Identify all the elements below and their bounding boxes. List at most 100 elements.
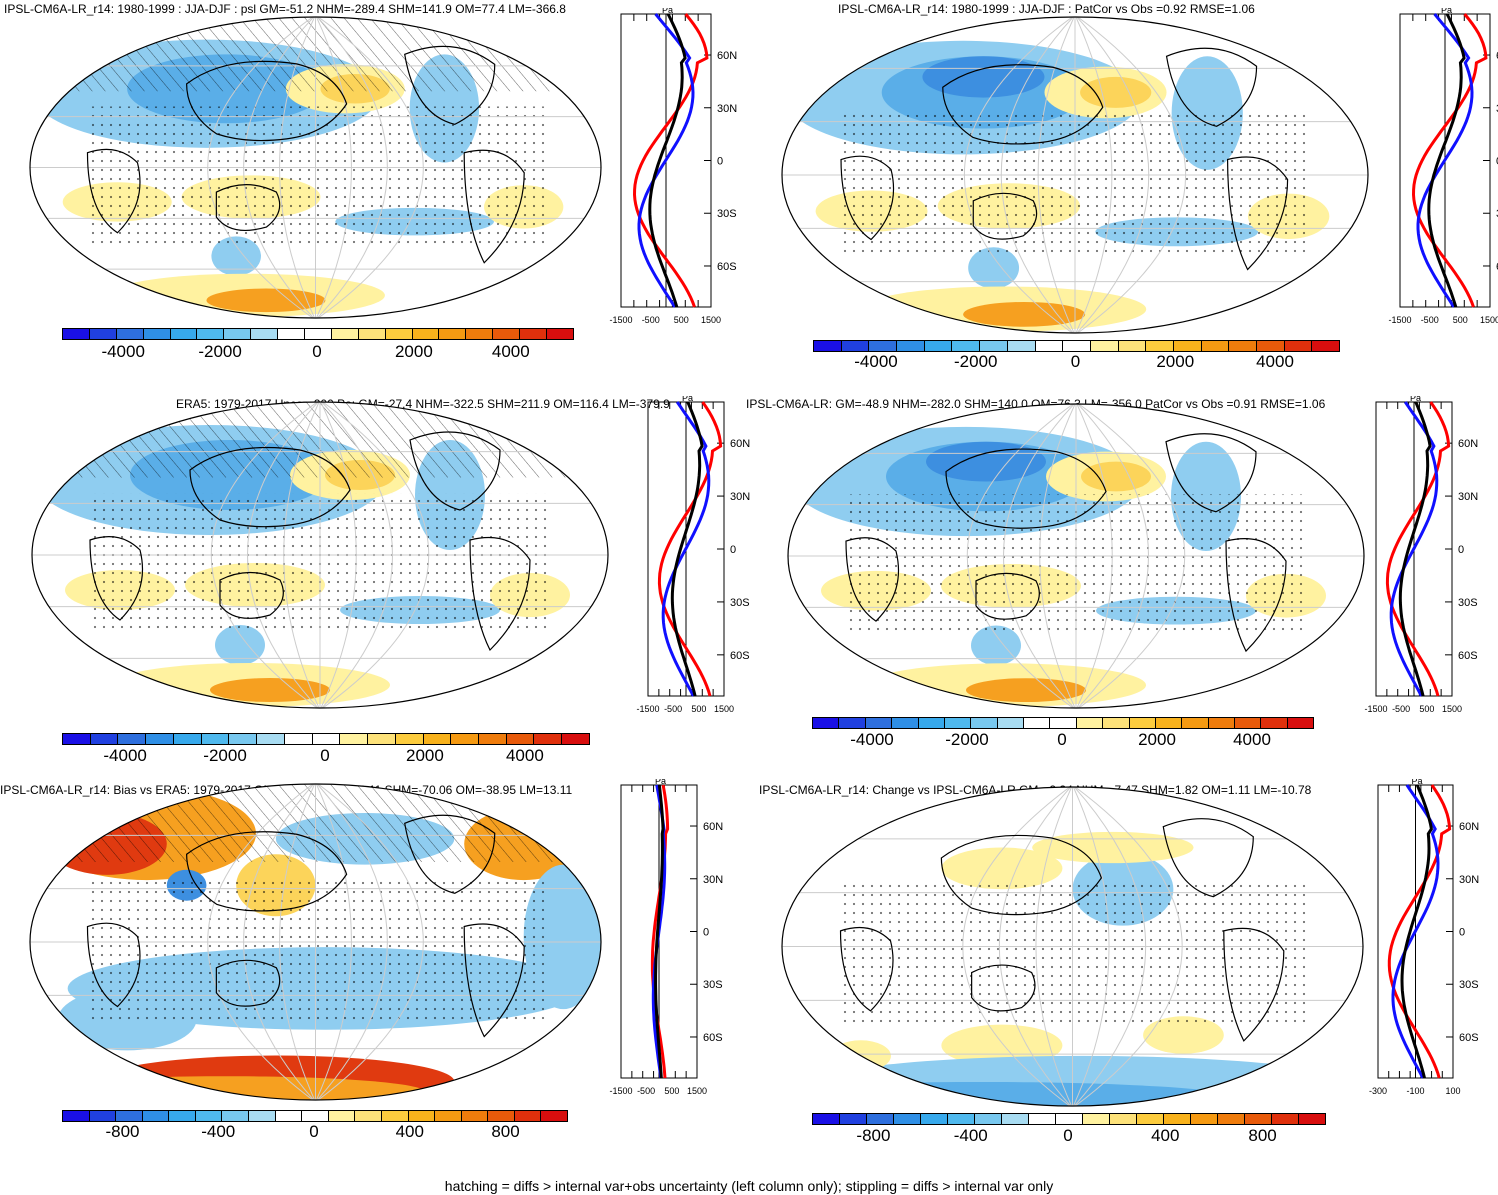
x-tick-label: -1500 (609, 1086, 632, 1096)
x-tick-label: 500 (1419, 704, 1434, 714)
panel-title: IPSL-CM6A-LR_r14: 1980-1999 : JJA-DJF : … (838, 2, 1255, 16)
x-tick-label: -500 (642, 315, 660, 325)
profile-curve-black (670, 401, 704, 697)
colorbar (62, 1110, 568, 1122)
colorbar-label: -2000 (203, 746, 247, 765)
colorbar-swatch (249, 1111, 276, 1121)
colorbar-swatch (867, 1114, 894, 1124)
colorbar-swatch (63, 734, 91, 744)
pressure-anomaly-region (210, 678, 330, 702)
colorbar-label: 4000 (1256, 352, 1294, 371)
colorbar-swatch (1257, 341, 1285, 351)
colorbar-swatch (143, 329, 171, 339)
colorbar-swatch (952, 341, 981, 351)
x-tick-label: -500 (664, 704, 682, 714)
pressure-anomaly-region (941, 847, 1063, 890)
colorbar (62, 733, 590, 745)
pressure-anomaly-region (966, 678, 1086, 703)
zonal-mean-profile: Pa 60N 30N 0 30S 60S -1500 -500 500 1500 (636, 396, 750, 714)
latitude-label: 30N (730, 491, 750, 503)
world-map (29, 16, 602, 319)
coastline (975, 572, 1040, 620)
x-tick-label: 1500 (701, 315, 721, 325)
colorbar-label: 800 (1248, 1126, 1277, 1145)
colorbar-swatch (275, 1111, 303, 1121)
colorbar-label: 0 (1057, 730, 1067, 749)
coastline (469, 536, 531, 652)
latitude-label: 30S (730, 597, 750, 609)
zonal-mean-profile: Pa 60N 30N 0 30S 60S -1500 -500 500 1500 (609, 8, 737, 325)
colorbar-swatch (1299, 1114, 1325, 1124)
colorbar-swatch (1056, 1114, 1083, 1124)
latitude-label: 0 (1458, 544, 1464, 556)
world-map (787, 403, 1365, 709)
colorbar-label: 0 (312, 342, 322, 361)
colorbar-swatch (1201, 341, 1230, 351)
profile-curve-black (1427, 13, 1466, 308)
colorbar-swatch (1035, 341, 1064, 351)
colorbar-swatch (169, 1111, 196, 1121)
colorbar-swatch (971, 718, 998, 728)
colorbar-swatch (423, 734, 452, 744)
colorbar-swatch (385, 329, 413, 339)
colorbar-label: 0 (1070, 352, 1081, 371)
x-tick-label: -1500 (1364, 704, 1387, 714)
world-map (29, 783, 602, 1101)
unit-label: Pa (1441, 8, 1452, 15)
coastline (189, 446, 351, 528)
colorbar-swatch (921, 1114, 948, 1124)
colorbar-swatch (1261, 718, 1288, 728)
pressure-anomaly-region (968, 247, 1020, 289)
latitude-label: 60N (730, 438, 750, 450)
world-map (31, 401, 609, 709)
colorbar-swatch (328, 1111, 356, 1121)
colorbar-swatch (1083, 1114, 1110, 1124)
profile-curve-black (1400, 784, 1433, 1079)
colorbar-label: 2000 (394, 342, 433, 361)
colorbar-swatch (1191, 1114, 1218, 1124)
colorbar-swatch (381, 1111, 409, 1121)
colorbar-swatch (278, 329, 306, 339)
colorbar-swatch (395, 734, 424, 744)
latitude-label: 30N (717, 103, 737, 115)
colorbar-label: 800 (491, 1122, 520, 1141)
coastline (215, 959, 281, 1007)
colorbar-swatch (302, 1111, 329, 1121)
colorbar-swatch (1137, 1114, 1164, 1124)
profile-curve-black (1398, 401, 1432, 697)
x-tick-label: -500 (1392, 704, 1410, 714)
profile-curve-blue (1416, 13, 1474, 308)
colorbar-swatch (520, 329, 548, 339)
latitude-label: 30S (703, 979, 723, 991)
colorbar-swatch (1076, 718, 1104, 728)
colorbar-swatch (562, 734, 589, 744)
coastline (1165, 433, 1257, 513)
colorbar (813, 340, 1340, 352)
colorbar-swatch (493, 329, 521, 339)
latitude-label: 60S (1459, 1032, 1479, 1044)
colorbar-swatch (412, 329, 440, 339)
coastline (840, 155, 895, 241)
latitude-label: 60S (703, 1032, 723, 1044)
x-tick-label: 500 (674, 315, 689, 325)
colorbar-swatch (368, 734, 396, 744)
colorbar-label: 400 (395, 1122, 424, 1141)
colorbar-label: -2000 (954, 352, 998, 371)
colorbar-label: -4000 (101, 342, 145, 361)
coastline (1226, 156, 1289, 271)
colorbar-swatch (1090, 341, 1119, 351)
colorbar-swatch (63, 329, 90, 339)
colorbar-swatch (195, 1111, 223, 1121)
latitude-label: 30S (717, 208, 737, 220)
colorbar-swatch (506, 734, 535, 744)
colorbar-label: 4000 (505, 746, 544, 765)
latitude-label: 30S (1458, 597, 1478, 609)
colorbar-swatch (980, 341, 1008, 351)
coastline (845, 537, 900, 622)
coastline (463, 149, 525, 264)
colorbar-swatch (224, 329, 252, 339)
x-tick-label: -500 (637, 1086, 655, 1096)
colorbar-swatch (1218, 1114, 1245, 1124)
latitude-label: 60N (1459, 821, 1479, 833)
colorbar-swatch (340, 734, 369, 744)
